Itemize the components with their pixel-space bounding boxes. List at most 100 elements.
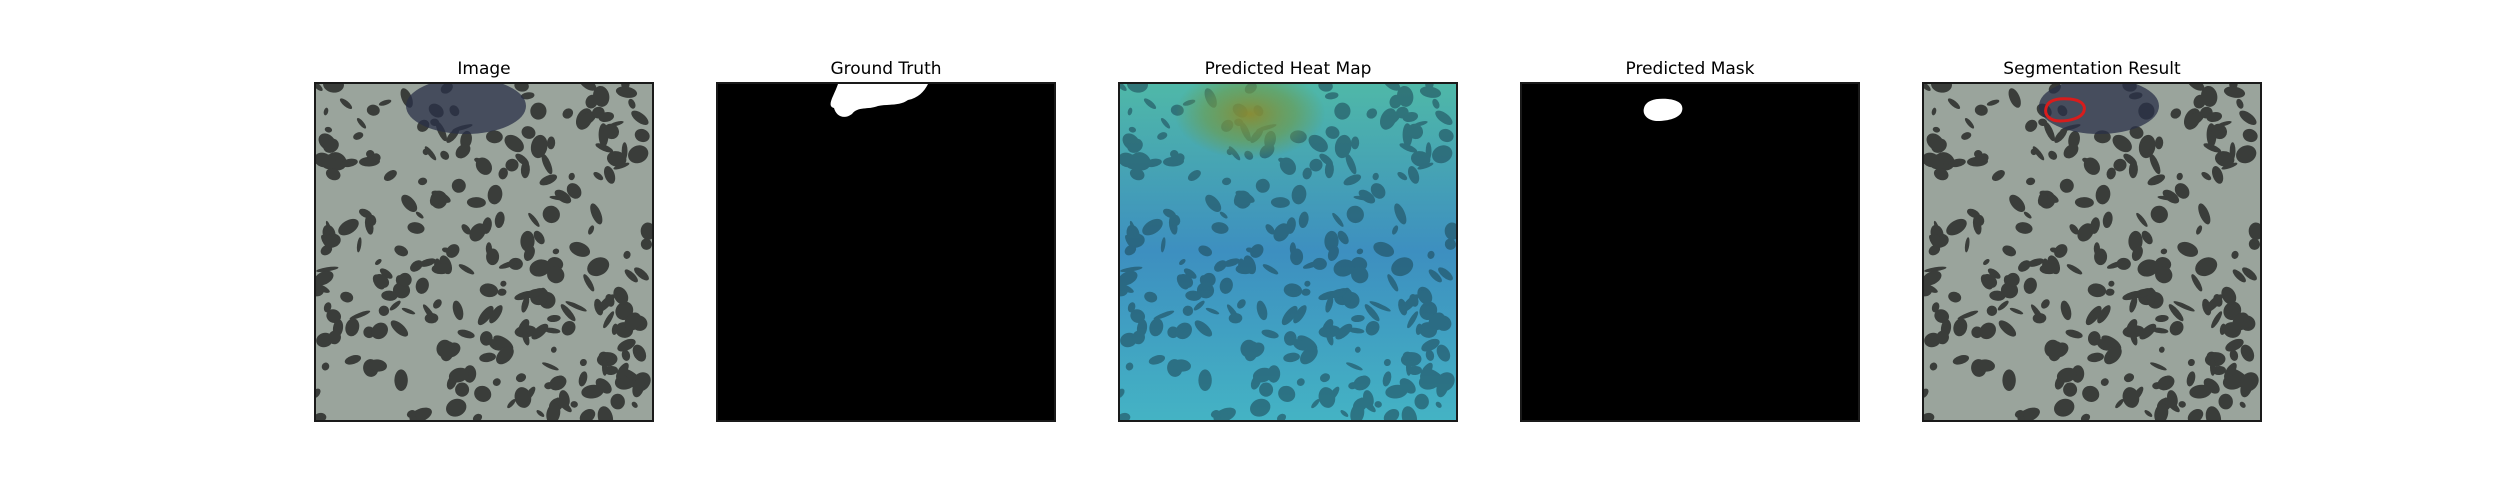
texture-speck [2223,86,2246,98]
texture-speck [1428,269,1442,283]
texture-speck [595,143,614,153]
texture-speck [514,387,532,408]
texture-speck [568,172,575,181]
texture-speck [452,300,464,321]
texture-speck [349,310,371,320]
panel-predicted-mask: Predicted Mask [1520,56,1860,422]
texture-speck [1279,157,1297,175]
texture-speck [1250,398,1271,417]
texture-speck [1255,178,1270,193]
texture-speck [528,212,540,227]
texture-speck [604,365,618,376]
texture-speck [2014,410,2025,418]
texture-speck [1312,257,1327,270]
texture-speck [1408,166,1420,184]
texture-speck [2239,110,2257,125]
texture-speck [2154,136,2164,150]
texture-speck [488,339,503,351]
texture-speck [1351,314,1365,323]
texture-speck [1929,362,1938,371]
texture-speck [344,355,362,365]
panel-title-heat-map: Predicted Heat Map [1204,59,1372,79]
texture-speck [1924,270,1942,286]
texture-speck [1219,211,1228,219]
texture-speck [486,130,503,144]
texture-speck [406,410,417,418]
texture-speck [546,136,556,150]
panel-title-segmentation-result: Segmentation Result [2003,59,2181,79]
texture-speck [1961,132,1972,140]
texture-speck [1383,409,1400,420]
texture-speck [1177,273,1194,289]
texture-speck [632,377,645,398]
texture-speck [461,224,471,235]
texture-speck [2198,203,2211,225]
texture-speck [2202,298,2212,316]
texture-speck [603,311,615,329]
texture-speck [2206,111,2223,123]
texture-speck [579,409,596,420]
texture-speck [1952,355,1970,365]
texture-speck [316,388,321,399]
texture-speck [2136,212,2148,227]
texture-speck [1185,290,1202,301]
texture-speck [2212,166,2224,184]
texture-speck [1127,302,1136,313]
texture-speck [566,183,582,199]
texture-speck [2002,369,2016,392]
texture-speck [359,208,372,219]
texture-speck [1250,244,1264,258]
texture-speck [579,84,597,91]
texture-speck [640,222,652,240]
texture-speck [419,258,436,267]
heat-map-hotspot [1175,84,1325,159]
texture-speck [2212,365,2226,376]
texture-speck [1149,318,1164,337]
texture-speck [1364,304,1380,322]
texture-speck [1353,375,1371,391]
texture-speck [1324,161,1334,179]
texture-speck [2054,128,2068,143]
texture-speck [2131,245,2143,261]
texture-speck [1372,172,1379,181]
texture-speck [1345,153,1357,175]
texture-speck [2105,288,2115,296]
texture-speck [1333,259,1355,277]
texture-speck [2232,312,2250,331]
texture-speck [1125,154,1141,170]
texture-speck [373,273,390,289]
texture-speck [366,104,380,116]
texture-speck [492,378,501,386]
texture-speck [1129,168,1145,181]
texture-speck [616,362,629,380]
texture-speck [578,371,588,387]
texture-speck [1261,329,1279,339]
texture-speck [2155,266,2173,284]
texture-speck [1210,410,1221,418]
texture-speck [1353,195,1375,201]
texture-speck [593,171,604,181]
texture-speck [2094,248,2108,266]
segmentation-outline [2044,97,2086,123]
texture-speck [455,382,470,397]
texture-speck [2158,346,2165,353]
segmentation-result-frame [1922,82,2262,422]
texture-speck [1298,211,1309,229]
texture-speck [1444,222,1456,240]
texture-speck [340,291,354,303]
texture-speck [1292,339,1307,351]
texture-speck [2087,283,2107,298]
texture-speck [2087,352,2104,363]
texture-speck [2187,409,2204,420]
texture-speck [1370,183,1386,199]
texture-speck [316,84,323,91]
texture-speck [613,286,629,305]
texture-speck [1991,170,2005,181]
texture-speck [323,107,329,116]
texture-speck [1296,378,1305,386]
texture-speck [328,330,341,345]
texture-speck [2169,320,2184,336]
texture-speck [1219,277,1233,294]
texture-speck [446,398,467,417]
texture-speck [394,245,409,257]
